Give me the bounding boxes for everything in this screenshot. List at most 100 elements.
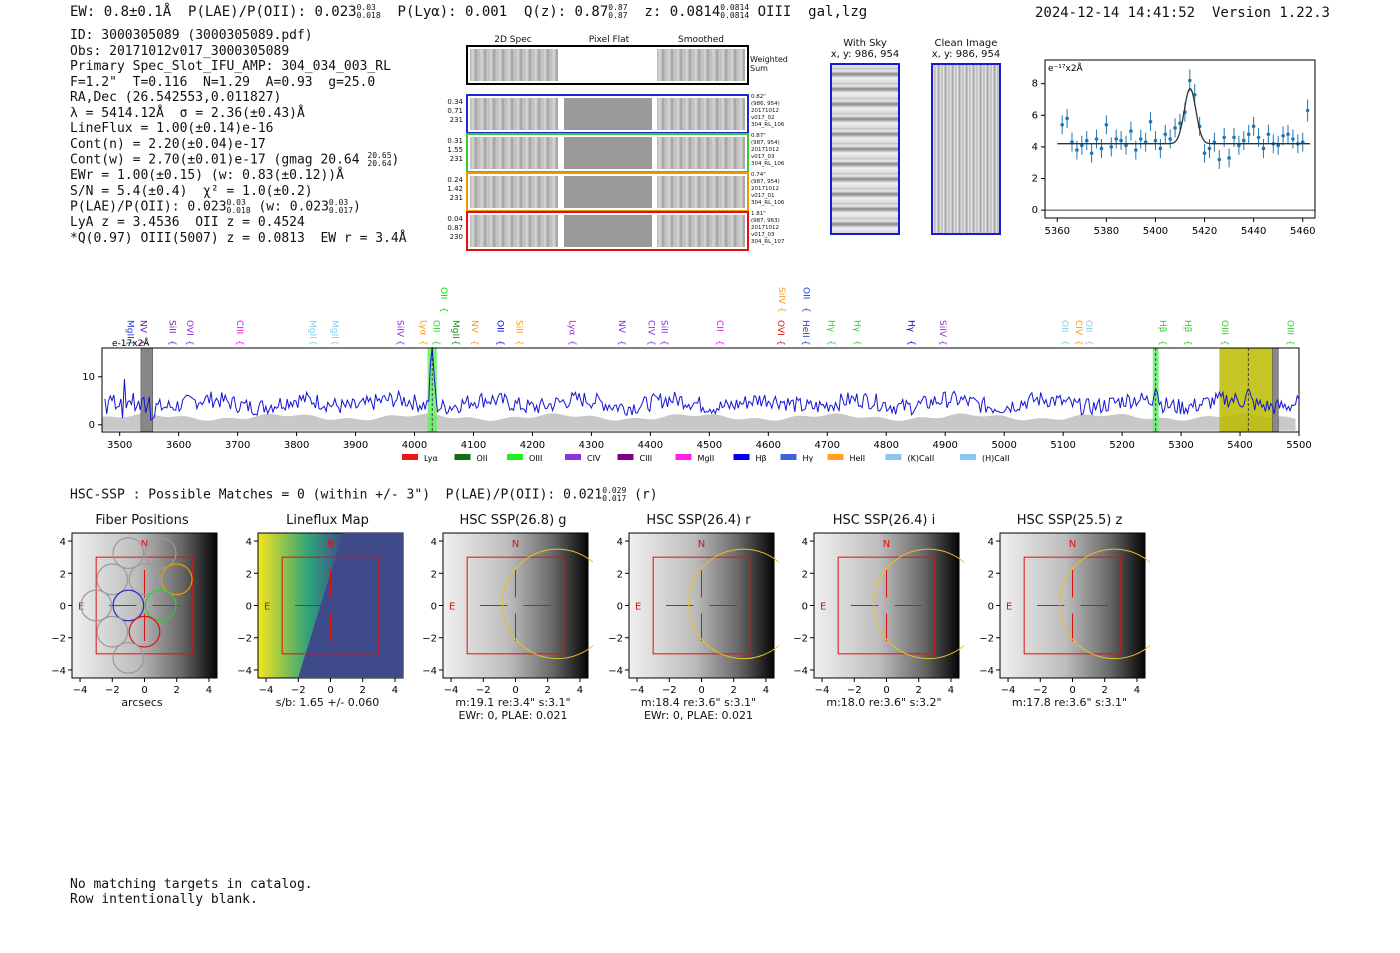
header-plya: P(Lyα): 0.001: [397, 4, 508, 20]
spectral-line-bracket: {: [1083, 340, 1093, 346]
spectral-line-label: NV: [137, 320, 147, 334]
stamp-xtick-label: −2: [847, 685, 862, 696]
legend-label: Lyα: [424, 454, 438, 463]
stamp-ytick-label: 4: [802, 537, 808, 548]
zoom-data-point: [1217, 157, 1222, 162]
spectral-line-label: OII: [1059, 320, 1069, 332]
stamp-ytick-label: 0: [245, 602, 251, 613]
zoom-data-point: [1060, 122, 1064, 127]
north-label: N: [326, 539, 333, 550]
fiber-circle: [112, 537, 145, 570]
spectral-line-bracket: {: [430, 340, 440, 346]
stamp-ytick-label: −4: [238, 666, 252, 677]
spectral-line-label: HeII: [800, 320, 810, 338]
zoom-data-point: [1158, 146, 1163, 151]
full-xtick-label: 5100: [1050, 440, 1075, 451]
zoom-data-point: [1075, 148, 1079, 152]
spectral-line-bracket: {: [469, 340, 479, 346]
zoom-data-point: [1119, 138, 1123, 143]
with-sky-image: [830, 63, 900, 235]
legend-swatch: [885, 454, 902, 460]
catalog-footer: No matching targets in catalog. Row inten…: [70, 877, 313, 907]
spectral-line-bracket: {: [450, 340, 460, 346]
full-xtick-label: 4400: [638, 440, 663, 451]
stamp-xtick-label: −4: [73, 685, 88, 696]
with-sky-xy: x, y: 986, 954: [830, 49, 900, 60]
spectral-line-label: OVI: [775, 320, 785, 336]
stamp-xtick-label: 2: [545, 685, 551, 696]
spectral-line-bracket: {: [514, 340, 524, 346]
stamp-title: HSC SSP(25.5) z: [1016, 513, 1123, 528]
stamp-ytick-label: −2: [794, 634, 808, 645]
north-label: N: [1068, 539, 1075, 550]
stamp-xtick-label: −4: [1000, 685, 1015, 696]
zoom-data-point: [1148, 119, 1153, 124]
info-plae: P(LAE)/P(OII): 0.023 0.03 0.018 (w: 0.023 0…: [70, 198, 361, 215]
info-fit: F=1.2" T=0.116 N=1.29 A=0.93 g=25.0: [70, 74, 376, 90]
zoom-ytick-label: 0: [1032, 205, 1038, 216]
stamp-title: HSC SSP(26.4) i: [832, 513, 936, 528]
stamp-title: Lineflux Map: [286, 513, 369, 528]
spectral-line-label: CIV: [646, 320, 656, 336]
spectral-line-label: Lyα: [567, 320, 577, 336]
legend-swatch: [827, 454, 844, 460]
legend-swatch: [454, 454, 471, 460]
header-qz: Q(z): 0.87: [523, 4, 609, 20]
spectral-line-bracket: {: [1073, 340, 1083, 346]
fiber-circle: [144, 537, 177, 570]
spectral-line-bracket: {: [776, 307, 786, 313]
stamp-xtick-label: −2: [1032, 685, 1047, 696]
galaxy-ellipse: [1058, 548, 1150, 660]
stamp-ytick-label: 2: [60, 569, 66, 580]
legend-swatch: [733, 454, 750, 460]
full-xtick-label: 5200: [1109, 440, 1134, 451]
info-id: ID: 3000305089 (3000305089.pdf): [70, 28, 313, 43]
stamp-background: [999, 532, 1145, 679]
stamp-caption: m:17.8 re:3.6" s:3.1": [1011, 696, 1128, 709]
zoom-data-point: [1134, 148, 1138, 152]
header-summary: EW: 0.8±0.1Å P(LAE)/P(OII): 0.023 0.03 0.0…: [70, 3, 867, 21]
spectral-line-label: MgII: [329, 320, 339, 339]
stamp-xtick-label: −2: [290, 685, 305, 696]
aperture-box: [466, 556, 565, 655]
zoom-xtick-label: 5400: [1143, 226, 1168, 237]
fiber-circle: [144, 589, 177, 622]
spectral-line-bracket: {: [137, 340, 147, 346]
spectral-line-label: Hγ: [826, 320, 836, 333]
full-xtick-label: 4700: [815, 440, 840, 451]
spectral-line-bracket: {: [307, 340, 317, 346]
full-xtick-label: 4800: [874, 440, 899, 451]
header-qz-bounds: 0.87 0.87: [608, 3, 628, 20]
spectral-line-label: SiII: [514, 320, 524, 334]
full-xtick-label: 4500: [697, 440, 722, 451]
emission-line-fit-chart: e⁻¹⁷x2Å 5360 5380 5400 5420 5440 5460 0 2 4 6 8: [1032, 59, 1316, 237]
stamp-xtick-label: 4: [391, 685, 397, 696]
footer-line2: Row intentionally blank.: [70, 892, 258, 907]
galaxy-ellipse: [502, 548, 593, 660]
legend-swatch: [565, 454, 581, 460]
stamp-background: [71, 532, 218, 679]
east-label: E: [635, 602, 641, 613]
zoom-ylabel: e⁻¹⁷x2Å: [1048, 62, 1084, 74]
stamp-ytick-label: 0: [60, 602, 66, 613]
stamp-ytick-label: −4: [609, 666, 623, 677]
spectral-line-label: OII: [438, 287, 448, 299]
zoom-xtick-label: 5360: [1045, 226, 1070, 237]
version: Version 1.22.3: [1211, 5, 1330, 21]
fiber-circle: [80, 589, 113, 622]
spectral-line-bracket: {: [567, 340, 577, 346]
cutout-row: [466, 94, 749, 134]
legend-label: HeII: [850, 454, 866, 463]
header-plae-bounds: 0.03 0.018: [356, 3, 381, 20]
zoom-data-point: [1305, 108, 1310, 113]
stamp-title: HSC SSP(26.4) r: [646, 513, 751, 528]
spectral-line-bracket: {: [826, 340, 836, 346]
aperture-box: [652, 556, 750, 655]
spectral-line-label: OII: [801, 287, 811, 299]
spectral-line-bracket: {: [166, 340, 176, 346]
stamp-ytick-label: 4: [431, 537, 437, 548]
spectral-line-bracket: {: [124, 340, 134, 346]
stamp-ytick-label: 4: [987, 537, 993, 548]
clean-image-title: Clean Image: [934, 38, 998, 49]
zoom-data-point: [1242, 138, 1246, 143]
